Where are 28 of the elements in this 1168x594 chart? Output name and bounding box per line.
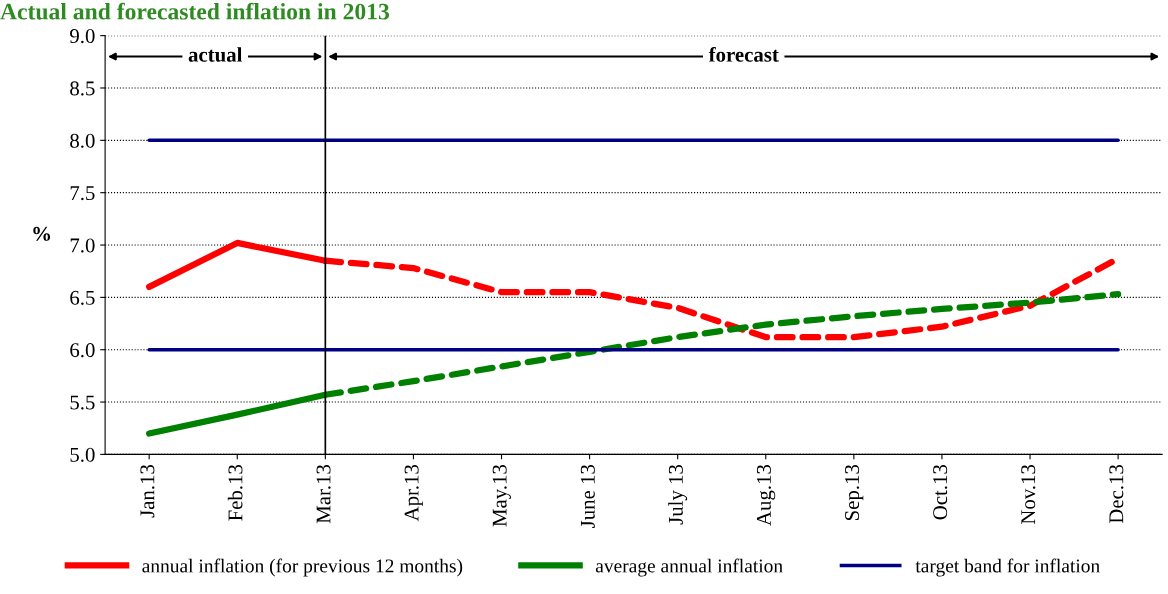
x-tick-label: Feb.13 [227, 464, 243, 521]
x-tick-label: June 13 [580, 464, 595, 528]
y-tick-label: 7.0 [70, 238, 95, 253]
x-tick-label: Nov.13 [1021, 464, 1036, 525]
x-tick-label: Dec.13 [1109, 464, 1124, 524]
annotation: forecast [708, 46, 779, 62]
annotation: actual [188, 47, 243, 62]
y-tick-label: 5.5 [70, 395, 95, 410]
y-tick-label: 6.0 [70, 343, 95, 358]
y-tick-label: 7.5 [70, 186, 95, 201]
x-tick-label: Aug.13 [756, 464, 776, 526]
legend-label: annual inflation (for previous 12 months) [142, 558, 463, 577]
y-tick-label: 6.5 [70, 290, 95, 305]
legend-label: target band for inflation [915, 558, 1100, 577]
x-tick-label: Oct.13 [933, 464, 948, 520]
x-tick-label: Sep.13 [845, 464, 864, 521]
legend-label: average annual inflation [595, 558, 783, 577]
y-tick-label: 8.5 [70, 81, 95, 96]
x-tick-label: July 13 [668, 464, 688, 525]
x-tick-label: Mar.13 [316, 464, 331, 524]
x-tick-label: Apr.13 [404, 464, 423, 522]
x-tick-label: Jan.13 [140, 464, 155, 518]
y-axis-title: % [33, 226, 51, 241]
y-tick-label: 5.0 [70, 447, 95, 462]
x-tick-label: May.13 [492, 464, 511, 527]
y-tick-label: 8.0 [70, 133, 95, 148]
chart-title: Actual and forecasted inflation in 2013 [0, 2, 390, 20]
y-tick-label: 9.0 [70, 29, 95, 44]
